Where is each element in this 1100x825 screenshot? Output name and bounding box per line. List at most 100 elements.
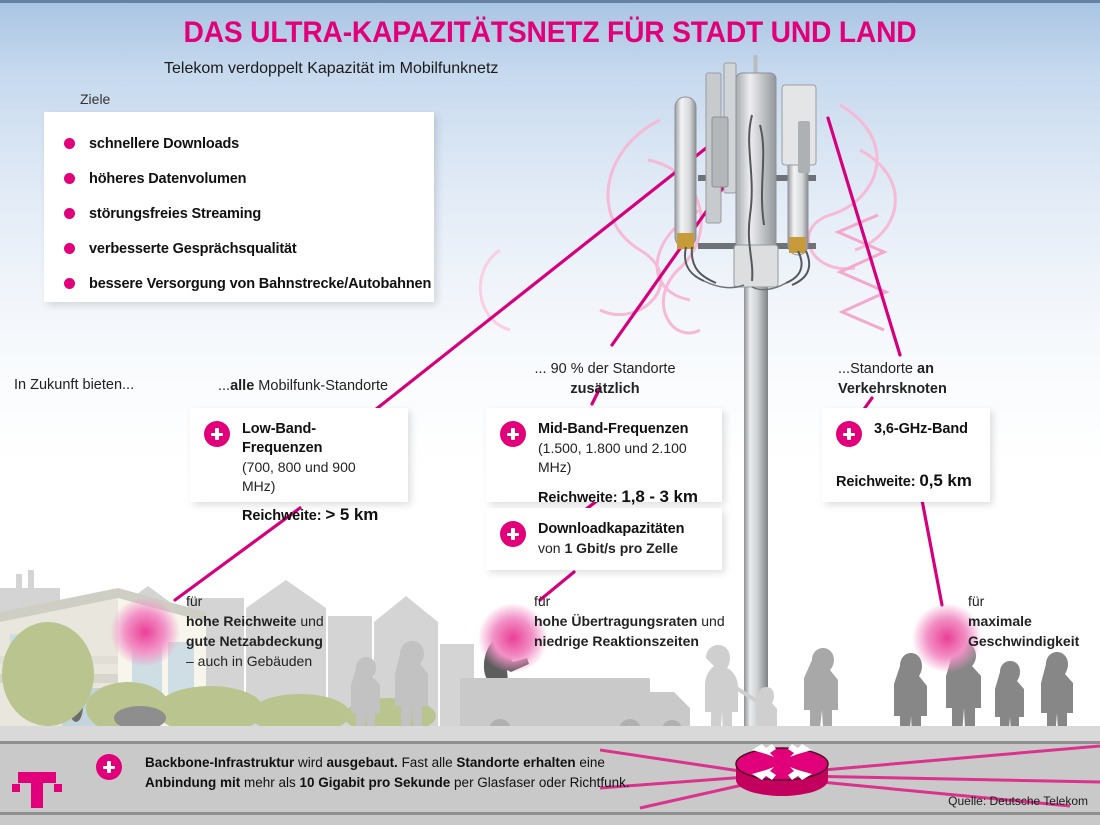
benefit-line2-bold: Geschwindigkeit (968, 632, 1080, 649)
bar-top-rule (0, 741, 1100, 744)
benefit-line1-bold: hohe Reichweite (186, 612, 297, 629)
goal-label: schnellere Downloads (89, 135, 240, 152)
card-mid-band: Mid-Band-Frequenzen (1.500, 1.800 und 2.… (486, 408, 722, 506)
benefit-line1-rest: und (697, 612, 725, 629)
kicker-post: Mobilfunk-Standorte (254, 378, 389, 394)
card-subtitle: (700, 800 und 900 MHz) (242, 458, 356, 494)
bb-b3: Standorte erhalten (456, 755, 576, 770)
plus-icon (96, 754, 122, 780)
bullet-dot-icon (64, 173, 75, 184)
network-node-icon (752, 744, 812, 780)
kicker-mid-band: ... 90 % der Standorte zusätzlich (520, 360, 690, 399)
bullet-dot-icon (64, 138, 75, 149)
kicker-pre: ... (218, 378, 231, 394)
card-title: 3,6-GHz-Band (874, 421, 968, 437)
bar-bottom-rule (0, 812, 1100, 815)
goals-label: Ziele (80, 91, 111, 107)
card-row: Mid-Band-Frequenzen (1.500, 1.800 und 2.… (486, 408, 722, 487)
bb-t1: wird (294, 755, 327, 770)
page-subtitle: Telekom verdoppelt Kapazität im Mobilfun… (164, 60, 499, 77)
list-item: bessere Versorgung von Bahnstrecke/Autob… (64, 266, 434, 301)
backbone-links (600, 744, 1100, 810)
bb-t3: eine (575, 755, 605, 770)
card-sub-bold: 1 Gbit/s pro Zelle (564, 539, 679, 556)
reach-value: > 5 km (325, 505, 379, 525)
cell-tower-illustration (674, 55, 817, 745)
backbone-text: Backbone-Infrastruktur wird ausgebaut. F… (145, 753, 630, 794)
benefit-line3: – auch in Gebäuden (186, 652, 313, 669)
bb-b2: ausgebaut. (326, 755, 398, 770)
card-title: Downloadkapazitäten (538, 521, 685, 537)
card-sub-pre: von (538, 539, 565, 556)
goals-list: schnellere Downloads höheres Datenvolume… (44, 112, 434, 301)
card-title: Low-Band-Frequenzen (242, 421, 323, 456)
reach-label: Reichweite: (538, 489, 618, 506)
benefit-line1-rest: und (296, 612, 324, 629)
card-download-capacity: Downloadkapazitäten von 1 Gbit/s pro Zel… (486, 508, 722, 570)
reach-label: Reichweite: (836, 474, 916, 490)
signal-glow-right (912, 604, 982, 672)
page-title: DAS ULTRA-KAPAZITÄTSNETZ FÜR STADT UND L… (183, 16, 917, 49)
benefit-mid-band: für hohe Übertragungsraten und niedrige … (534, 592, 725, 652)
list-item: verbesserte Gesprächsqualität (64, 231, 434, 266)
plus-icon (500, 521, 526, 547)
card-row: 3,6-GHz-Band (822, 408, 990, 457)
benefit-label: für (534, 593, 551, 609)
backbone-text-block: Backbone-Infrastruktur wird ausgebaut. F… (96, 753, 630, 794)
intro-text: In Zukunft bieten... (14, 377, 135, 393)
top-border-line (0, 0, 1100, 3)
card-row: Downloadkapazitäten von 1 Gbit/s pro Zel… (486, 508, 722, 568)
card-title: Mid-Band-Frequenzen (538, 421, 689, 437)
reach-label: Reichweite: (242, 508, 322, 525)
bullet-dot-icon (64, 278, 75, 289)
bb-b5: 10 Gigabit pro Sekunde (299, 775, 451, 791)
card-high-band: 3,6-GHz-Band Reichweite: 0,5 km (822, 408, 990, 502)
kicker-bold: alle (230, 378, 255, 394)
benefit-line2-bold: niedrige Reaktionszeiten (534, 632, 699, 649)
card-reach: Reichweite: 0,5 km (822, 457, 990, 503)
kicker-high-band: ...Standorte an Verkehrsknoten (838, 360, 978, 399)
card-subtitle: von 1 Gbit/s pro Zelle (538, 539, 684, 558)
kicker-bold: an (917, 361, 934, 377)
telekom-t-logo (12, 772, 62, 808)
signal-glow-left (110, 598, 180, 666)
bb-t4: mehr als (240, 775, 300, 791)
bb-t2: Fast alle (397, 755, 457, 770)
kicker-pre: ... 90 % der Standorte (534, 361, 676, 377)
list-item: störungsfreies Streaming (64, 196, 434, 231)
plus-icon (500, 421, 526, 447)
benefit-line1-bold: maximale (968, 612, 1032, 629)
list-item: höheres Datenvolumen (64, 161, 434, 196)
plus-icon (204, 421, 230, 447)
backbone-bar (0, 741, 1100, 825)
signal-glow-center (478, 604, 548, 672)
benefit-label: für (968, 593, 985, 609)
card-reach: Reichweite: > 5 km (190, 505, 408, 537)
benefit-label: für (186, 593, 203, 609)
bb-b4: Anbindung mit (145, 775, 241, 791)
card-row: Low-Band-Frequenzen (700, 800 und 900 MH… (190, 408, 408, 505)
benefit-line2-bold: gute Netzabdeckung (186, 632, 323, 649)
goal-label: störungsfreies Streaming (89, 205, 262, 222)
kicker-bold: zusätzlich (570, 380, 640, 397)
goals-card: schnellere Downloads höheres Datenvolume… (44, 112, 434, 302)
card-subtitle: (1.500, 1.800 und 2.100 MHz) (538, 439, 687, 475)
connector-lines (173, 116, 944, 607)
benefit-line1-bold: hohe Übertragungsraten (534, 612, 698, 629)
goal-label: verbesserte Gesprächsqualität (89, 240, 297, 257)
reach-value: 0,5 km (919, 471, 972, 490)
kicker-low-band: ...alle Mobilfunk-Standorte (218, 377, 388, 397)
bullet-dot-icon (64, 208, 75, 219)
plus-icon (836, 421, 862, 447)
kicker-post: Verkehrsknoten (838, 380, 947, 397)
source-attribution: Quelle: Deutsche Telekom (948, 794, 1088, 808)
goal-label: bessere Versorgung von Bahnstrecke/Autob… (89, 275, 432, 292)
goal-label: höheres Datenvolumen (89, 170, 247, 187)
bullet-dot-icon (64, 243, 75, 254)
list-item: schnellere Downloads (64, 126, 434, 161)
benefit-low-band: für hohe Reichweite und gute Netzabdecku… (186, 592, 324, 672)
reach-value: 1,8 - 3 km (621, 486, 698, 506)
card-reach: Reichweite: 1,8 - 3 km (486, 487, 722, 519)
benefit-high-band: für maximale Geschwindigkeit (968, 592, 1079, 652)
